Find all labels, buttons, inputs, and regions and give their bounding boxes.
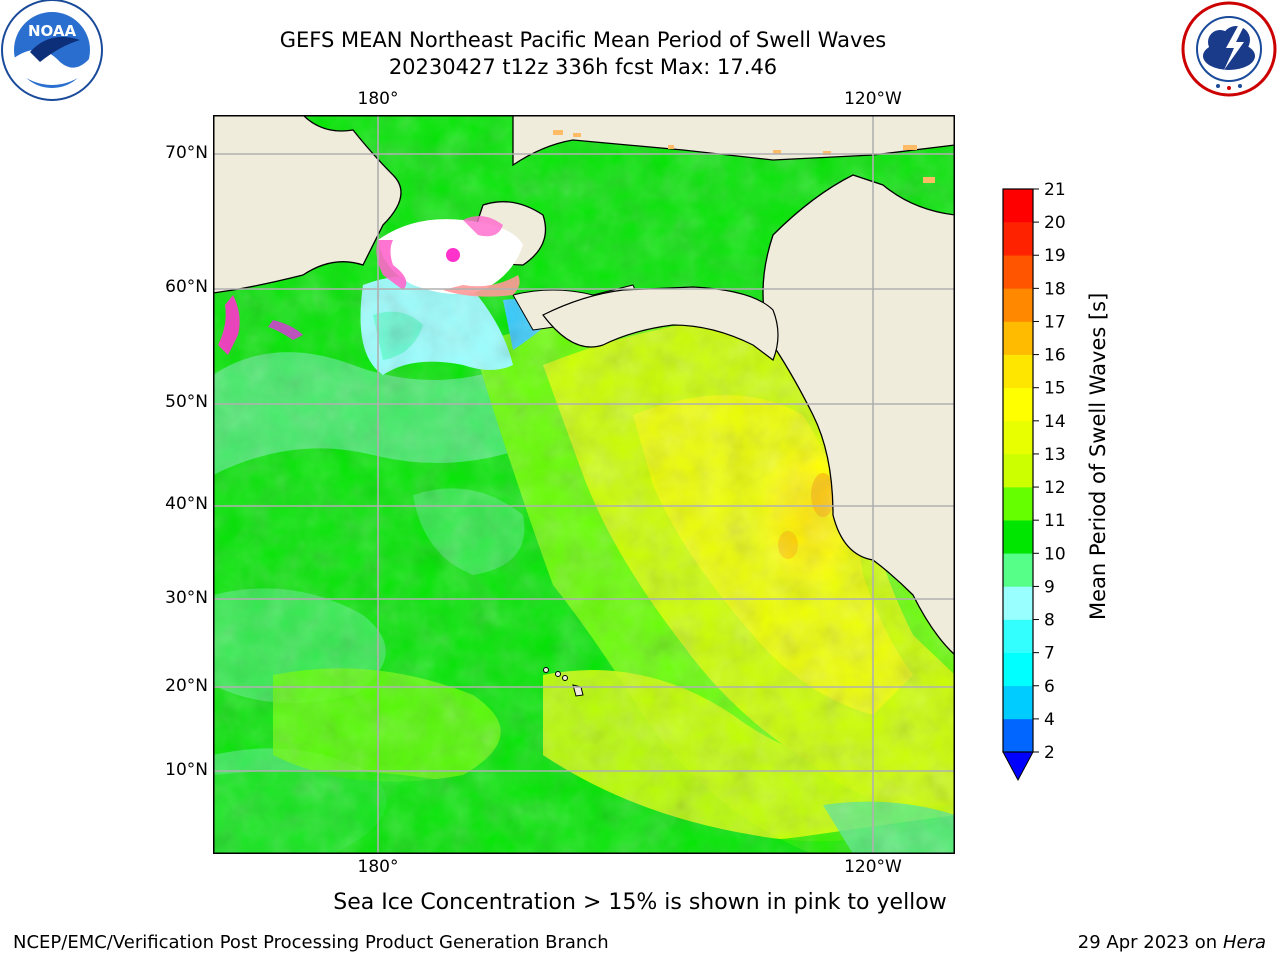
lat-label-30n: 30°N bbox=[165, 588, 208, 608]
colorbar-segment bbox=[1003, 685, 1033, 720]
colorbar-tick-label: 8 bbox=[1044, 611, 1055, 631]
colorbar-segment bbox=[1003, 255, 1033, 289]
footer-date-text: 29 Apr 2023 on bbox=[1077, 932, 1223, 953]
colorbar-tick-label: 6 bbox=[1044, 677, 1055, 697]
lat-label-20n: 20°N bbox=[165, 676, 208, 696]
colorbar-segment bbox=[1003, 288, 1033, 322]
colorbar-tick-label: 4 bbox=[1044, 710, 1055, 730]
lat-label-50n: 50°N bbox=[165, 392, 208, 412]
colorbar-segment bbox=[1003, 487, 1033, 521]
colorbar-frame bbox=[1002, 188, 1034, 753]
colorbar-segment bbox=[1003, 189, 1033, 223]
colorbar-segment bbox=[1003, 586, 1033, 620]
colorbar-segment bbox=[1003, 619, 1033, 653]
sea-ice-caption: Sea Ice Concentration > 15% is shown in … bbox=[333, 890, 947, 915]
colorbar-segment bbox=[1003, 321, 1033, 355]
colorbar-tick-label: 14 bbox=[1044, 412, 1066, 432]
footer-date: 29 Apr 2023 on Hera bbox=[1078, 932, 1266, 953]
colorbar-tick-label: 2 bbox=[1044, 743, 1055, 763]
lon-label-top-120w: 120°W bbox=[844, 89, 902, 109]
colorbar-tick-label: 17 bbox=[1044, 312, 1066, 332]
colorbar-segment bbox=[1003, 718, 1033, 753]
colorbar-tick-label: 16 bbox=[1044, 346, 1066, 366]
colorbar-tick-label: 11 bbox=[1044, 511, 1066, 531]
colorbar-segment bbox=[1003, 553, 1033, 587]
colorbar-extend-arrow bbox=[1002, 751, 1034, 782]
colorbar: 2 4 6 7 8 9 10 11 12 13 14 15 16 17 18 19 20 21 bbox=[1002, 180, 1066, 782]
colorbar-tick-label: 13 bbox=[1044, 445, 1066, 465]
colorbar-tick-label: 7 bbox=[1044, 644, 1055, 664]
colorbar-segment bbox=[1003, 222, 1033, 256]
lon-label-top-180: 180° bbox=[357, 89, 399, 109]
colorbar-segment bbox=[1003, 652, 1033, 687]
lat-label-10n: 10°N bbox=[165, 760, 208, 780]
map-gridlines bbox=[213, 115, 955, 854]
lat-label-60n: 60°N bbox=[165, 277, 208, 297]
lon-label-bottom-180: 180° bbox=[357, 857, 399, 877]
nws-logo-icon bbox=[1181, 1, 1277, 97]
lat-label-40n: 40°N bbox=[165, 494, 208, 514]
map-frame bbox=[213, 115, 955, 854]
colorbar-segment bbox=[1003, 520, 1033, 554]
colorbar-tick-label: 18 bbox=[1044, 279, 1066, 299]
colorbar-tick-label: 19 bbox=[1044, 246, 1066, 266]
lon-label-bottom-120w: 120°W bbox=[844, 857, 902, 877]
colorbar-label: Mean Period of Swell Waves [s] bbox=[1086, 292, 1110, 620]
colorbar-tick-label: 20 bbox=[1044, 213, 1066, 233]
footer-host: Hera bbox=[1222, 932, 1266, 953]
noaa-logo-icon: NOAA bbox=[1, 0, 103, 101]
colorbar-segment bbox=[1003, 354, 1033, 389]
colorbar-tick-label: 10 bbox=[1044, 544, 1066, 564]
colorbar-tick-label: 21 bbox=[1044, 180, 1066, 200]
chart-title: GEFS MEAN Northeast Pacific Mean Period … bbox=[279, 28, 887, 52]
colorbar-segment bbox=[1003, 420, 1033, 455]
swell-period-map bbox=[213, 115, 955, 854]
noaa-logo-text: NOAA bbox=[28, 22, 77, 40]
lat-label-70n: 70°N bbox=[165, 143, 208, 163]
colorbar-tick-label: 15 bbox=[1044, 379, 1066, 399]
colorbar-segment bbox=[1003, 453, 1033, 488]
colorbar-tick-label: 12 bbox=[1044, 478, 1066, 498]
footer-branch: NCEP/EMC/Verification Post Processing Pr… bbox=[13, 932, 609, 953]
chart-subtitle: 20230427 t12z 336h fcst Max: 17.46 bbox=[388, 55, 778, 79]
colorbar-segment bbox=[1003, 387, 1033, 422]
colorbar-tick-label: 9 bbox=[1044, 577, 1055, 597]
